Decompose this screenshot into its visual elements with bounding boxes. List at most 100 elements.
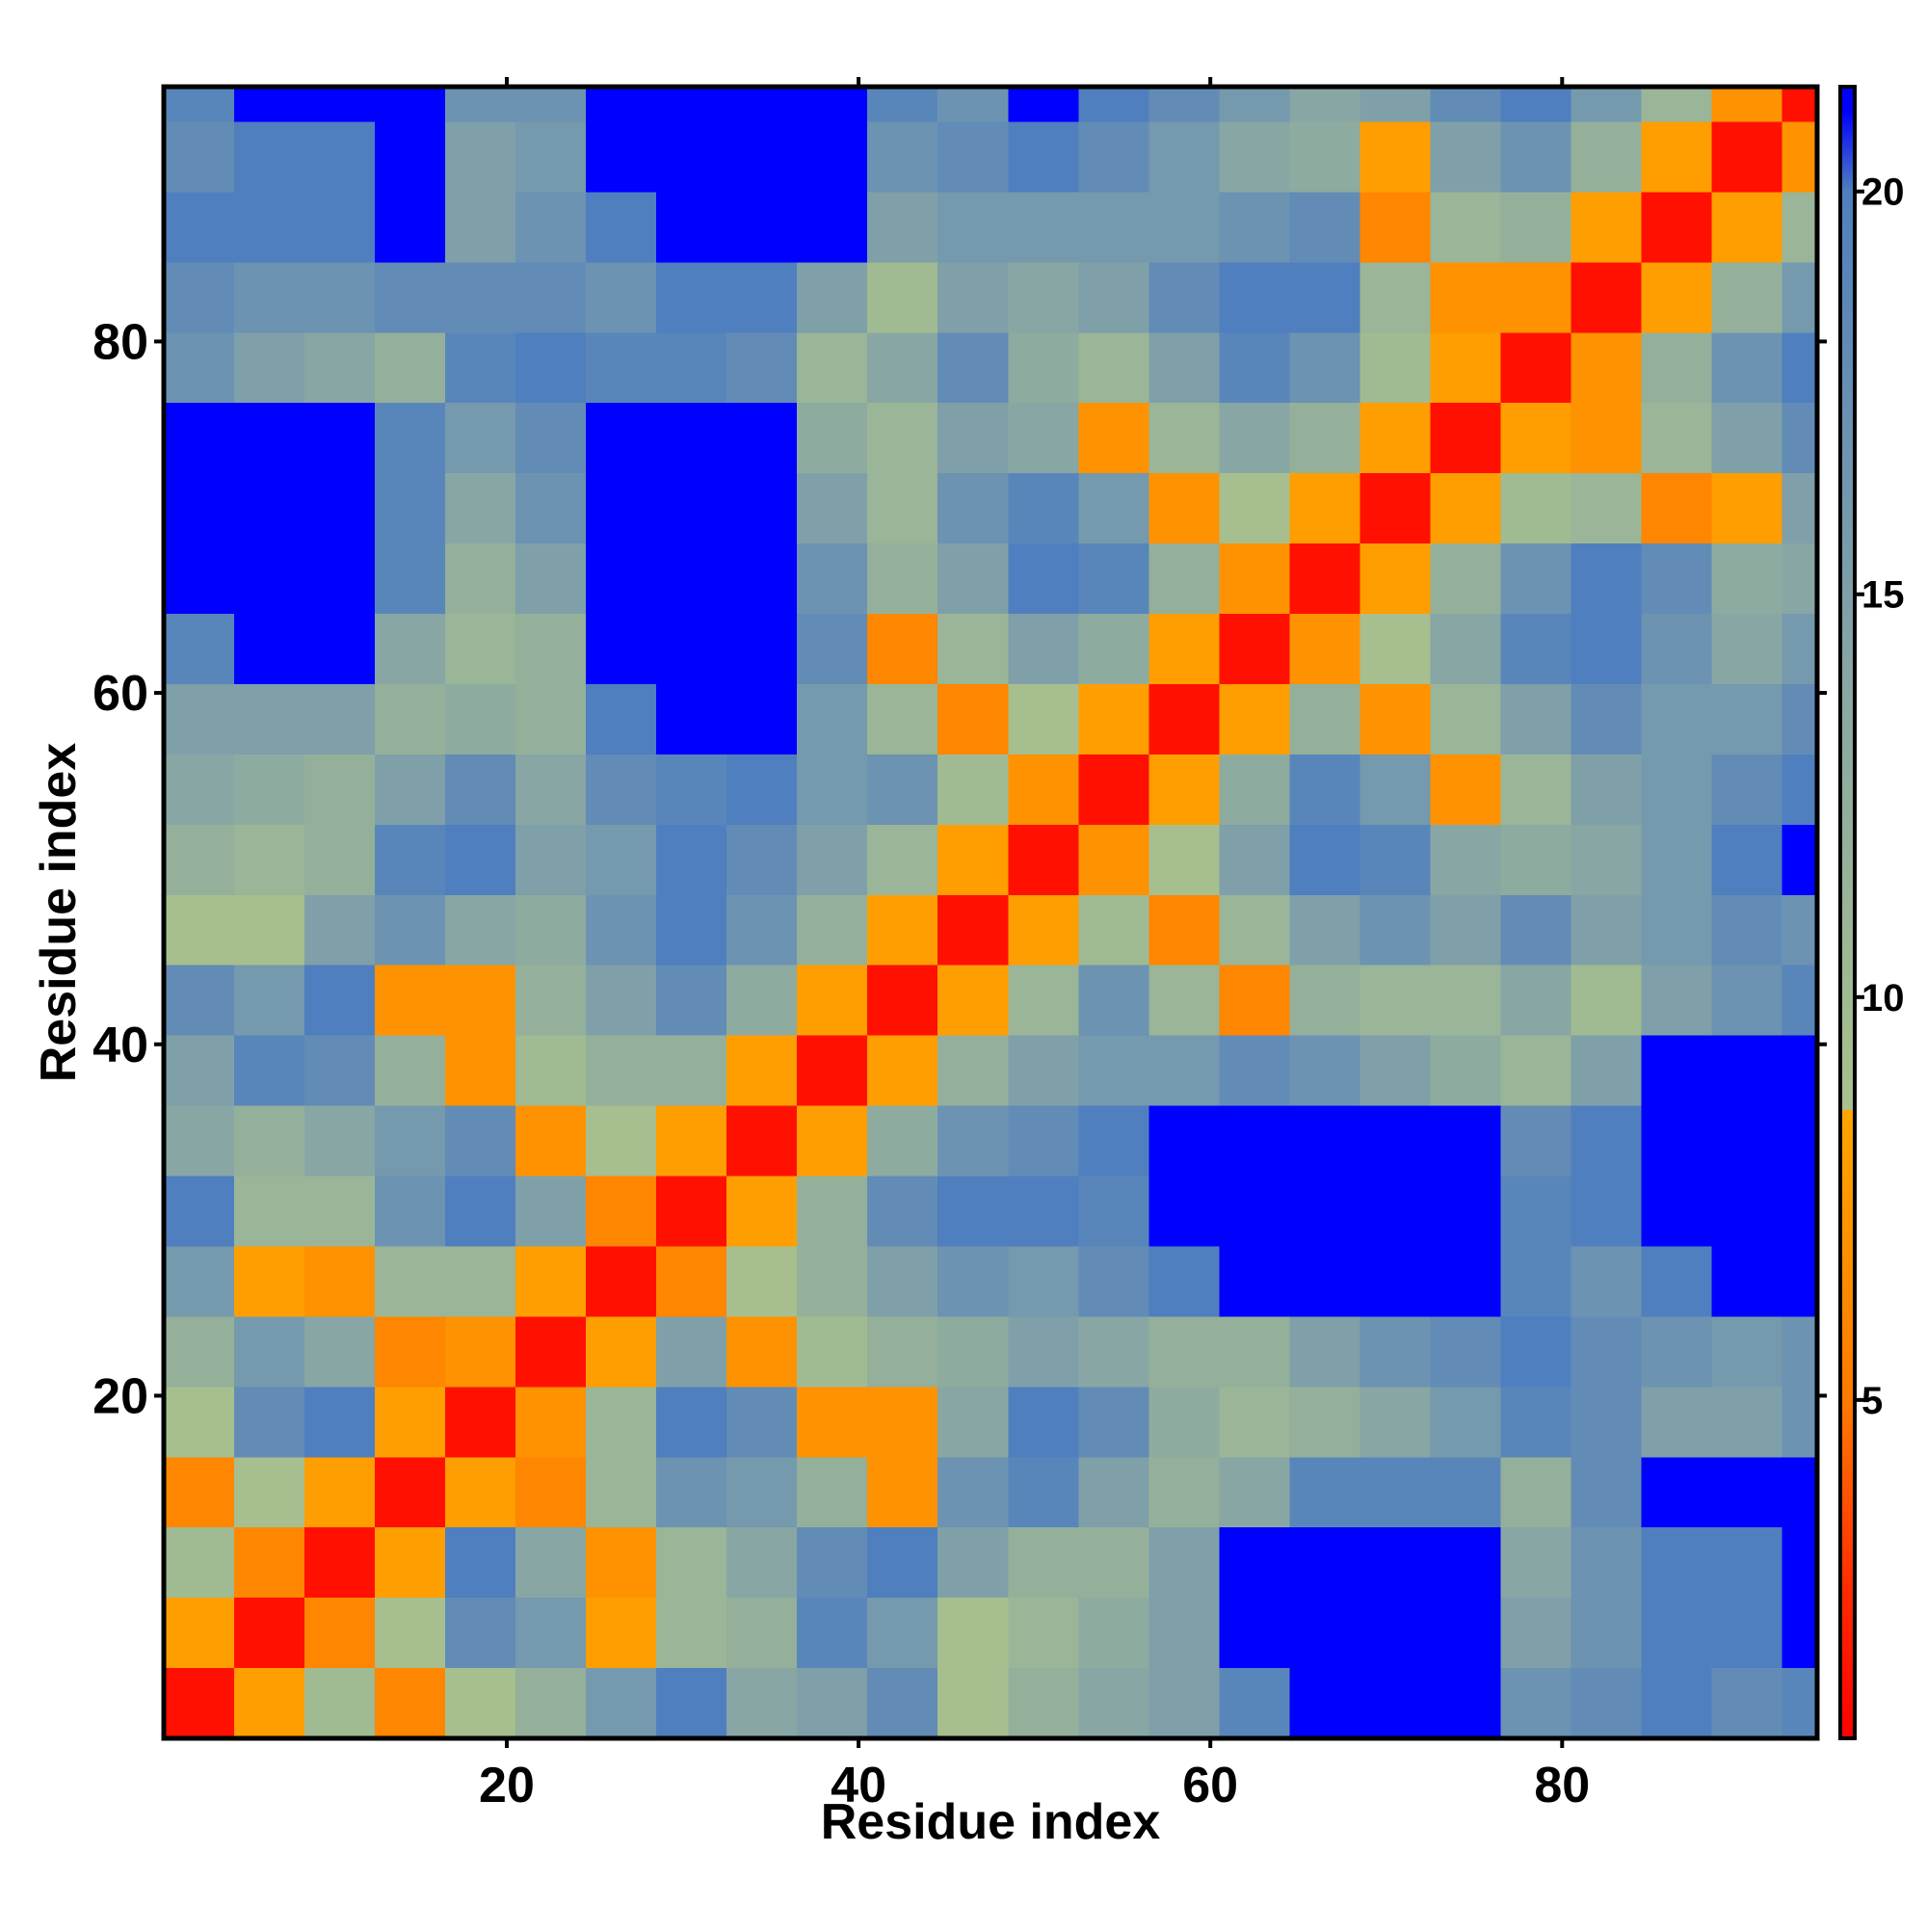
heatmap-cell: [515, 1105, 587, 1177]
heatmap-cell: [937, 262, 1009, 333]
heatmap-cell: [726, 403, 798, 474]
heatmap-cell: [515, 543, 587, 615]
heatmap-cell: [1430, 1457, 1501, 1528]
heatmap-cell: [797, 1598, 868, 1669]
heatmap-cell: [1148, 403, 1220, 474]
heatmap-cell: [656, 1035, 727, 1106]
heatmap-cell: [937, 1668, 1009, 1738]
heatmap-cell: [1782, 683, 1817, 754]
heatmap-cell: [797, 1035, 868, 1106]
heatmap-cell: [1500, 754, 1571, 825]
y-tick-label: 60: [92, 666, 148, 722]
heatmap-cell: [937, 1246, 1009, 1317]
heatmap-cell: [937, 824, 1009, 895]
heatmap-cell: [797, 473, 868, 544]
heatmap-cell: [375, 965, 446, 1036]
heatmap-cell: [445, 1527, 516, 1599]
heatmap-cell: [1078, 543, 1149, 615]
heatmap-cell: [234, 262, 305, 333]
heatmap-cell: [1571, 1246, 1642, 1317]
heatmap-cell: [1782, 121, 1817, 193]
heatmap-cell: [164, 894, 235, 966]
heatmap-cell: [1430, 1246, 1501, 1317]
heatmap-cell: [515, 1598, 587, 1669]
heatmap-cell: [1711, 1035, 1782, 1106]
heatmap-cell: [1008, 1035, 1079, 1106]
heatmap-cell: [515, 262, 587, 333]
heatmap-cell: [656, 1105, 727, 1177]
heatmap-cell: [304, 87, 376, 122]
heatmap-cell: [234, 543, 305, 615]
heatmap-cell: [1571, 1668, 1642, 1738]
heatmap-cell: [445, 1598, 516, 1669]
heatmap-cell: [726, 614, 798, 684]
heatmap-cell: [797, 543, 868, 615]
heatmap-cell: [1078, 1316, 1149, 1388]
heatmap-cell: [1500, 332, 1571, 404]
heatmap-cell: [1782, 1176, 1817, 1247]
heatmap-cell: [867, 1457, 938, 1528]
heatmap-cell: [234, 683, 305, 754]
heatmap-cell: [656, 1598, 727, 1669]
heatmap-cell: [1008, 1316, 1079, 1388]
heatmap-cell: [726, 121, 798, 193]
heatmap-cell: [1782, 1105, 1817, 1177]
heatmap-cell: [1782, 1387, 1817, 1458]
heatmap-cell: [867, 1668, 938, 1738]
heatmap-cell: [586, 473, 657, 544]
colorbar-tick-label: 10: [1861, 977, 1905, 1019]
heatmap-cell: [586, 1316, 657, 1388]
heatmap-cell: [1711, 332, 1782, 404]
heatmap-cell: [867, 683, 938, 754]
heatmap-cell: [656, 473, 727, 544]
heatmap-cell: [375, 824, 446, 895]
heatmap-cell: [1641, 1668, 1712, 1738]
heatmap-cell: [515, 1387, 587, 1458]
heatmap-cell: [164, 1316, 235, 1388]
heatmap-cell: [1782, 1598, 1817, 1669]
heatmap-cell: [304, 1527, 376, 1599]
heatmap-cell: [937, 1176, 1009, 1247]
heatmap-cell: [1289, 1457, 1360, 1528]
heatmap-cell: [1219, 1105, 1290, 1177]
heatmap-cell: [1289, 403, 1360, 474]
heatmap-cell: [1289, 1598, 1360, 1669]
heatmap-cell: [1359, 192, 1431, 263]
heatmap-cell: [1430, 192, 1501, 263]
heatmap-cell: [375, 754, 446, 825]
heatmap-cell: [1782, 332, 1817, 404]
heatmap-cell: [1571, 121, 1642, 193]
heatmap-cell: [1148, 121, 1220, 193]
heatmap-cell: [1359, 332, 1431, 404]
heatmap-cell: [1008, 965, 1079, 1036]
heatmap-cell: [1711, 894, 1782, 966]
heatmap-cell: [867, 121, 938, 193]
heatmap-cell: [1078, 614, 1149, 684]
heatmap-cell: [304, 965, 376, 1036]
heatmap-cell: [1500, 121, 1571, 193]
heatmap-cell: [1782, 543, 1817, 615]
heatmap-cell: [304, 1176, 376, 1247]
heatmap-cell: [1289, 1246, 1360, 1317]
heatmap-cell: [1359, 262, 1431, 333]
heatmap-cell: [234, 965, 305, 1036]
heatmap-cell: [375, 1598, 446, 1669]
heatmap-cell: [1219, 1035, 1290, 1106]
heatmap-cell: [1219, 121, 1290, 193]
heatmap-cell: [375, 683, 446, 754]
heatmap-cell: [1430, 121, 1501, 193]
heatmap-cell: [1571, 1105, 1642, 1177]
heatmap-cell: [1571, 894, 1642, 966]
heatmap-cell: [1430, 683, 1501, 754]
heatmap-cell: [375, 262, 446, 333]
heatmap-cell: [867, 473, 938, 544]
heatmap-cell: [1148, 1527, 1220, 1599]
heatmap-cell: [234, 1105, 305, 1177]
heatmap-cell: [1359, 1105, 1431, 1177]
heatmap-cell: [1008, 543, 1079, 615]
heatmap-cell: [234, 121, 305, 193]
heatmap-cell: [1148, 1246, 1220, 1317]
heatmap-cell: [304, 473, 376, 544]
heatmap-cell: [797, 1176, 868, 1247]
heatmap-cell: [797, 332, 868, 404]
